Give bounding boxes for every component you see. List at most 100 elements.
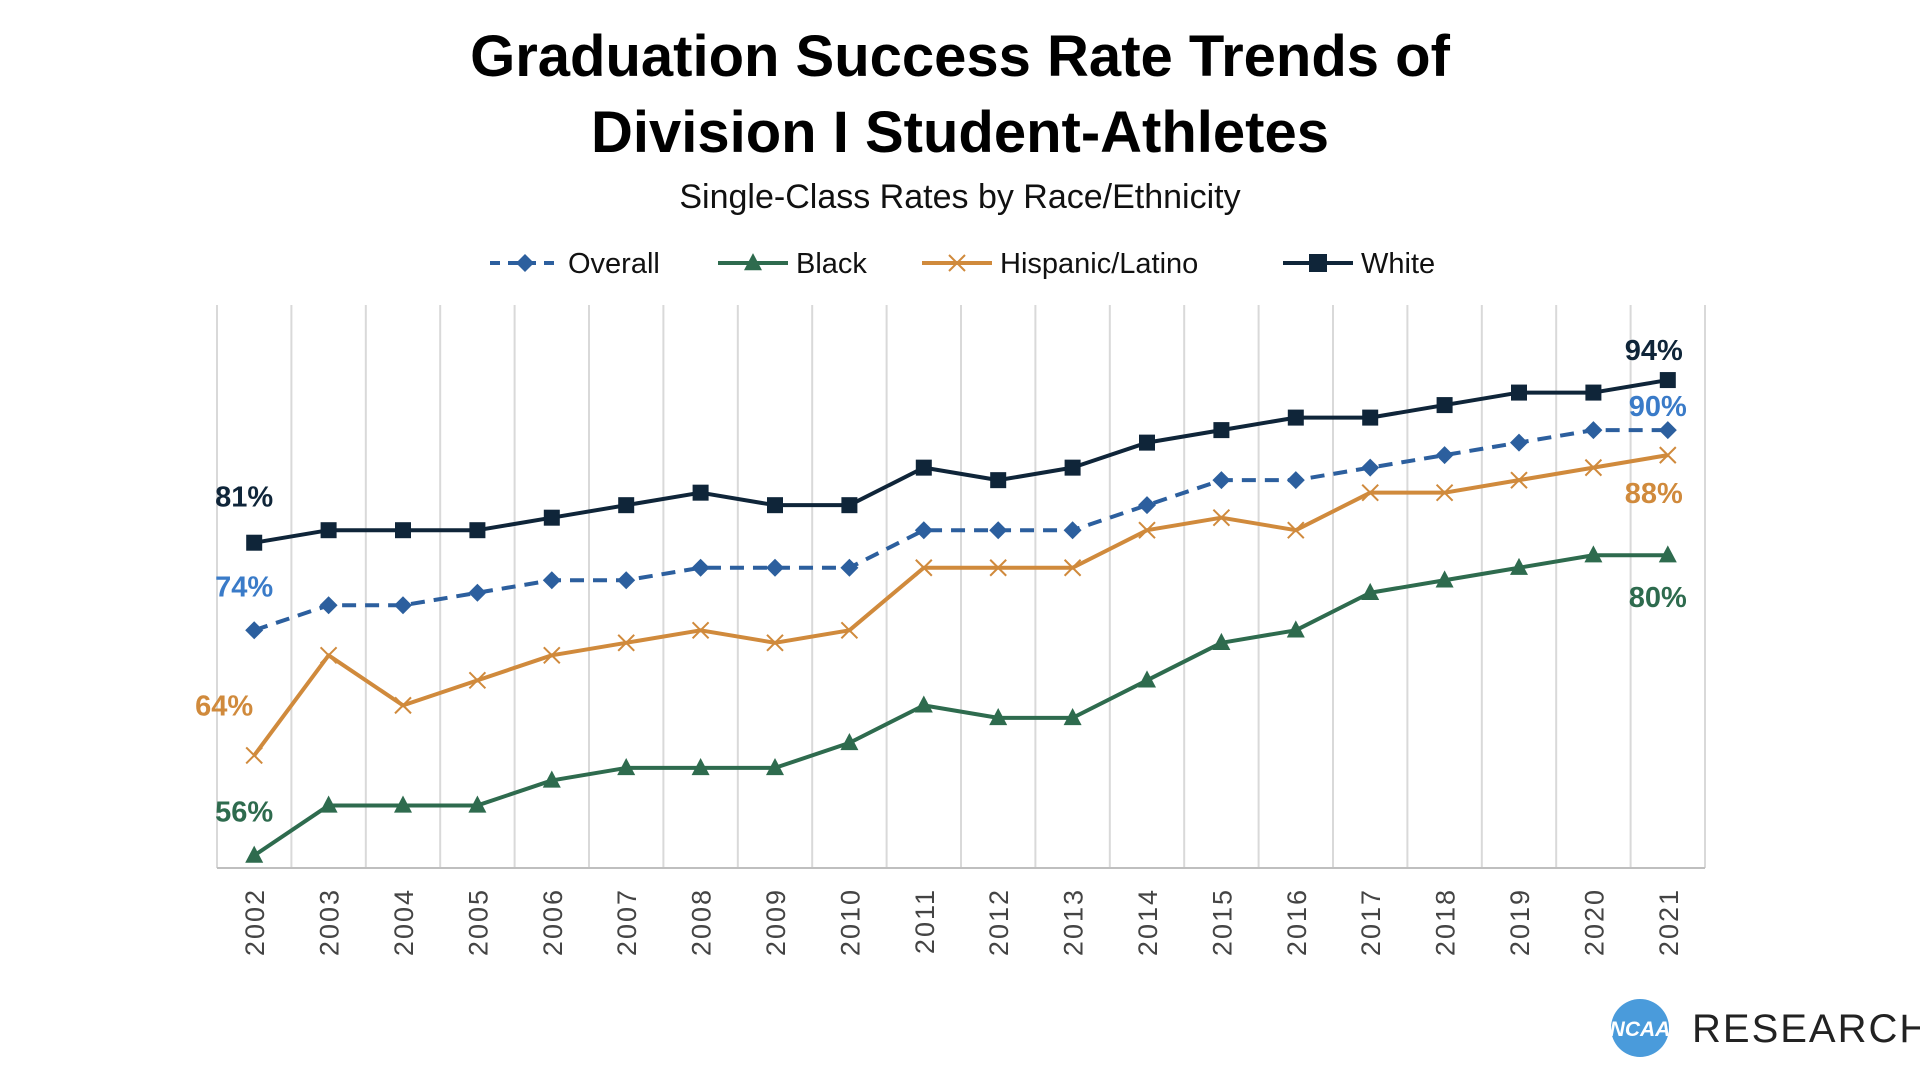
diamond-marker xyxy=(1658,421,1677,440)
series-white: 81% 94% xyxy=(215,335,1683,551)
diamond-marker xyxy=(1361,458,1380,477)
square-marker xyxy=(1213,422,1230,439)
square-marker xyxy=(320,522,337,539)
chart-title: Graduation Success Rate Trends of xyxy=(470,24,1451,89)
ncaa-logo-circle xyxy=(1611,999,1669,1057)
triangle-marker xyxy=(319,795,338,813)
triangle-marker xyxy=(468,795,487,813)
diamond-marker xyxy=(766,558,784,577)
diamond-marker xyxy=(1286,471,1305,490)
diamond-marker xyxy=(1510,433,1528,452)
data-label-last: 90% xyxy=(1629,391,1687,423)
diamond-marker xyxy=(245,621,264,640)
chart-title-line2: Division I Student-Athletes xyxy=(591,100,1329,165)
triangle-marker xyxy=(542,770,561,788)
square-marker xyxy=(1659,372,1676,389)
triangle-marker xyxy=(1658,545,1677,563)
x-marker xyxy=(1063,559,1082,577)
diamond-marker xyxy=(516,254,534,272)
x-marker xyxy=(1435,483,1454,502)
triangle-marker xyxy=(1361,582,1380,600)
diamond-marker xyxy=(1435,446,1454,465)
triangle-marker xyxy=(1212,632,1231,650)
x-marker xyxy=(766,634,784,652)
diamond-marker xyxy=(394,596,412,615)
square-marker xyxy=(246,534,263,551)
x-marker xyxy=(840,621,859,639)
grid xyxy=(216,305,1706,869)
square-marker xyxy=(1287,409,1304,426)
square-marker xyxy=(767,497,783,514)
triangle-marker xyxy=(691,758,710,776)
x-marker xyxy=(1510,471,1528,489)
x-tick-label: 2004 xyxy=(389,888,419,956)
triangle-marker xyxy=(1138,670,1156,688)
series-line xyxy=(253,378,1669,545)
data-label-first: 64% xyxy=(195,690,253,722)
x-tick-label: 2009 xyxy=(761,888,791,956)
diamond-marker xyxy=(914,521,933,540)
square-marker xyxy=(1436,397,1453,414)
x-marker xyxy=(617,634,635,652)
triangle-marker xyxy=(245,845,264,863)
series-line xyxy=(253,428,1668,633)
diamond-marker xyxy=(1584,421,1603,440)
x-tick-label: 2007 xyxy=(612,888,642,956)
x-marker xyxy=(1659,446,1677,464)
x-tick-label: 2019 xyxy=(1505,888,1535,956)
ncaa-research-logo: NCAA RESEARCH xyxy=(1610,999,1920,1057)
square-marker xyxy=(1585,384,1602,401)
triangle-marker xyxy=(989,707,1008,726)
x-marker xyxy=(543,646,561,665)
x-marker xyxy=(245,746,263,765)
legend-item: White xyxy=(1283,248,1435,280)
x-marker xyxy=(1212,508,1231,527)
legend-label: Hispanic/Latino xyxy=(1000,248,1198,280)
x-marker xyxy=(1138,521,1156,539)
square-marker xyxy=(841,497,858,514)
x-marker xyxy=(468,671,487,690)
x-marker xyxy=(989,559,1007,577)
square-marker xyxy=(990,472,1007,489)
square-marker xyxy=(395,522,411,539)
legend-item: Overall xyxy=(490,248,660,280)
x-tick-label: 2010 xyxy=(835,888,865,956)
x-tick-label: 2018 xyxy=(1431,888,1461,956)
research-label: RESEARCH xyxy=(1692,1007,1920,1051)
triangle-marker xyxy=(840,732,859,751)
triangle-marker xyxy=(766,758,784,776)
x-tick-label: 2003 xyxy=(315,888,345,956)
square-marker xyxy=(469,522,486,539)
square-marker xyxy=(1511,384,1527,401)
diamond-marker xyxy=(617,571,636,590)
diamond-marker xyxy=(319,596,338,615)
data-label-last: 94% xyxy=(1625,335,1683,367)
diamond-marker xyxy=(542,571,561,590)
square-marker xyxy=(1139,434,1155,451)
square-marker xyxy=(692,484,709,501)
series-line xyxy=(253,553,1668,858)
triangle-marker xyxy=(1063,707,1082,726)
series-group: 74% 90% 56% 80% 64% 88% 81% 94% xyxy=(195,335,1687,863)
series-black: 56% 80% xyxy=(215,545,1687,863)
diamond-marker xyxy=(840,558,859,577)
x-tick-label: 2014 xyxy=(1133,888,1163,956)
data-label-first: 56% xyxy=(215,796,273,828)
diamond-marker xyxy=(468,583,487,602)
data-label-last: 80% xyxy=(1629,582,1687,614)
x-axis-ticks: 2002 2003 2004 2005 2006 2007 2008 2009 2010 2011… xyxy=(240,888,1684,956)
x-marker xyxy=(1584,458,1603,477)
x-tick-label: 2002 xyxy=(240,888,270,956)
x-marker xyxy=(915,559,933,577)
x-marker xyxy=(1287,521,1305,539)
legend-label: Overall xyxy=(568,248,660,280)
data-label-first: 74% xyxy=(215,571,273,603)
legend-item: Black xyxy=(718,248,867,280)
diamond-marker xyxy=(691,558,710,577)
x-tick-label: 2011 xyxy=(910,888,940,954)
x-marker xyxy=(1361,483,1379,502)
x-marker xyxy=(691,621,710,639)
data-label-first: 81% xyxy=(215,482,273,514)
square-marker xyxy=(1064,459,1081,476)
